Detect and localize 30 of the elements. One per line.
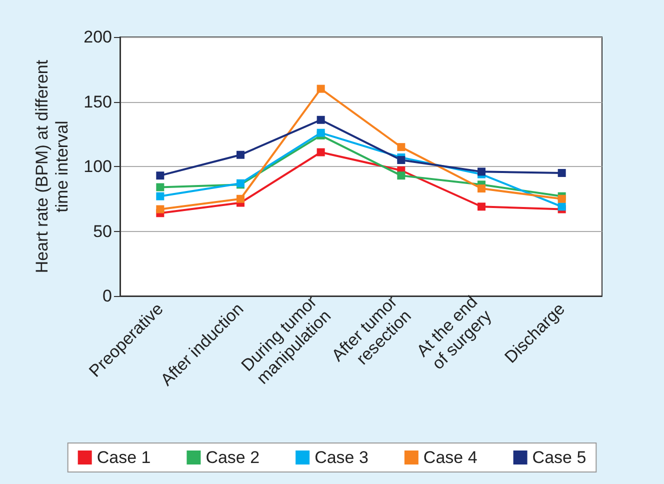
point <box>478 202 486 211</box>
point <box>316 148 325 156</box>
point <box>558 194 566 203</box>
point <box>478 168 486 176</box>
point <box>316 116 325 124</box>
legend-label: Case 5 <box>532 448 586 467</box>
point <box>316 84 325 93</box>
point <box>397 143 406 152</box>
point <box>236 150 244 159</box>
y-tick-label: 100 <box>84 157 112 176</box>
point <box>558 168 566 177</box>
y-tick-label: 50 <box>93 222 112 241</box>
point <box>397 172 406 180</box>
point <box>156 183 164 192</box>
y-tick-label: 200 <box>84 28 112 46</box>
legend-label: Case 2 <box>206 448 260 467</box>
point <box>478 184 486 193</box>
legend-label: Case 1 <box>96 448 151 467</box>
y-tick-label: 150 <box>84 92 112 112</box>
legend-label: Case 3 <box>314 448 368 467</box>
legend-label: Case 4 <box>423 448 478 467</box>
point <box>316 128 325 137</box>
point <box>236 194 244 203</box>
y-tick-label: 0 <box>102 286 112 306</box>
point <box>156 205 164 214</box>
point <box>558 202 566 211</box>
point <box>156 172 164 180</box>
y-axis-title: Heart rate (BPM) at different time interval <box>32 60 72 274</box>
point <box>397 156 406 164</box>
point <box>156 192 164 200</box>
